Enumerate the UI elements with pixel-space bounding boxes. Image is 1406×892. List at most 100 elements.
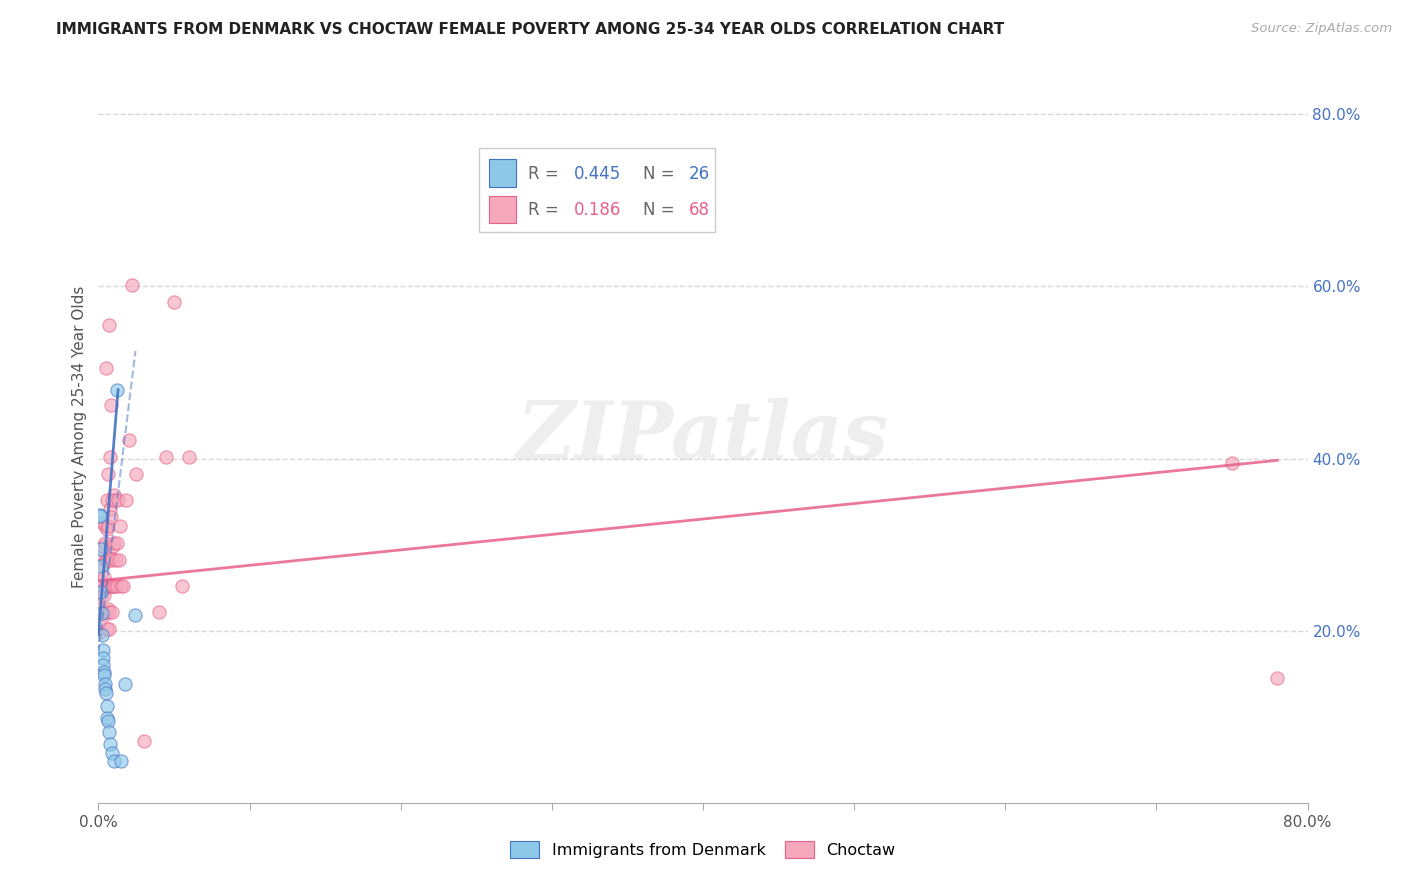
Point <box>91 557 114 571</box>
Point <box>93 582 115 597</box>
Text: 68: 68 <box>689 202 710 219</box>
Point <box>98 501 121 516</box>
Point <box>97 579 120 593</box>
Point <box>105 536 128 550</box>
Point <box>179 450 201 464</box>
Point <box>96 699 118 714</box>
Text: 26: 26 <box>689 165 710 183</box>
Text: N =: N = <box>643 202 679 219</box>
Point <box>114 492 136 507</box>
Point <box>103 488 125 502</box>
Point <box>103 536 125 550</box>
Point <box>148 605 170 619</box>
Point <box>125 467 148 481</box>
Point <box>108 518 131 533</box>
Point <box>104 579 127 593</box>
Point <box>100 550 122 565</box>
Point <box>121 277 143 292</box>
Text: ZIPatlas: ZIPatlas <box>517 399 889 475</box>
Point <box>90 607 112 621</box>
Text: N =: N = <box>643 165 679 183</box>
Point <box>97 467 120 481</box>
Point <box>96 522 118 536</box>
Point <box>90 541 112 556</box>
Point <box>97 602 120 616</box>
Point <box>94 682 117 697</box>
Point <box>97 622 120 636</box>
Point <box>93 588 115 602</box>
Point <box>94 579 117 593</box>
Point <box>100 398 122 412</box>
Point <box>98 737 121 751</box>
Point <box>91 540 114 554</box>
Point <box>90 550 112 565</box>
Point <box>94 677 117 691</box>
Point <box>101 746 124 760</box>
Point <box>104 492 127 507</box>
Point <box>103 579 125 593</box>
Point <box>101 492 124 507</box>
Text: 0.445: 0.445 <box>574 165 621 183</box>
Point <box>90 588 112 602</box>
Point <box>90 559 112 574</box>
Point <box>101 605 124 619</box>
Point <box>93 668 115 682</box>
Point <box>132 734 155 748</box>
Point <box>100 510 122 524</box>
Point <box>96 361 118 376</box>
Point <box>93 658 115 673</box>
Point <box>96 622 118 636</box>
Point <box>1220 456 1243 470</box>
Point <box>91 642 114 657</box>
Point <box>93 570 115 584</box>
Point <box>98 605 121 619</box>
Point <box>110 755 132 769</box>
Point <box>89 508 111 522</box>
Point <box>101 540 124 554</box>
Point <box>103 755 125 769</box>
Point <box>124 608 146 623</box>
Text: Source: ZipAtlas.com: Source: ZipAtlas.com <box>1251 22 1392 36</box>
Point <box>1267 671 1289 685</box>
Point <box>118 433 141 447</box>
Point <box>94 686 117 700</box>
Point <box>111 579 134 593</box>
Point <box>170 579 193 593</box>
Point <box>93 665 115 679</box>
FancyBboxPatch shape <box>489 195 516 224</box>
Point <box>89 602 111 616</box>
Text: IMMIGRANTS FROM DENMARK VS CHOCTAW FEMALE POVERTY AMONG 25-34 YEAR OLDS CORRELAT: IMMIGRANTS FROM DENMARK VS CHOCTAW FEMAL… <box>56 22 1004 37</box>
Point <box>90 607 112 621</box>
Point <box>90 574 112 588</box>
Point <box>108 553 131 567</box>
Point <box>94 518 117 533</box>
Point <box>98 318 121 333</box>
Text: R =: R = <box>527 165 564 183</box>
Point <box>100 579 122 593</box>
Point <box>101 579 124 593</box>
Point <box>96 553 118 567</box>
FancyBboxPatch shape <box>479 148 716 232</box>
Point <box>96 492 118 507</box>
FancyBboxPatch shape <box>489 159 516 187</box>
Point <box>97 518 120 533</box>
Point <box>98 579 121 593</box>
Point <box>110 579 132 593</box>
Point <box>97 553 120 567</box>
Point <box>163 295 186 310</box>
Point <box>90 585 112 599</box>
Point <box>97 714 120 728</box>
Point <box>98 450 121 464</box>
Point <box>155 450 177 464</box>
Point <box>91 651 114 665</box>
Point <box>114 677 136 691</box>
Text: R =: R = <box>527 202 569 219</box>
Point <box>96 605 118 619</box>
Text: 0.186: 0.186 <box>574 202 621 219</box>
Point <box>93 608 115 623</box>
Point <box>94 536 117 550</box>
Point <box>107 492 129 507</box>
Point <box>94 553 117 567</box>
Point <box>89 625 111 640</box>
Point <box>97 725 120 739</box>
